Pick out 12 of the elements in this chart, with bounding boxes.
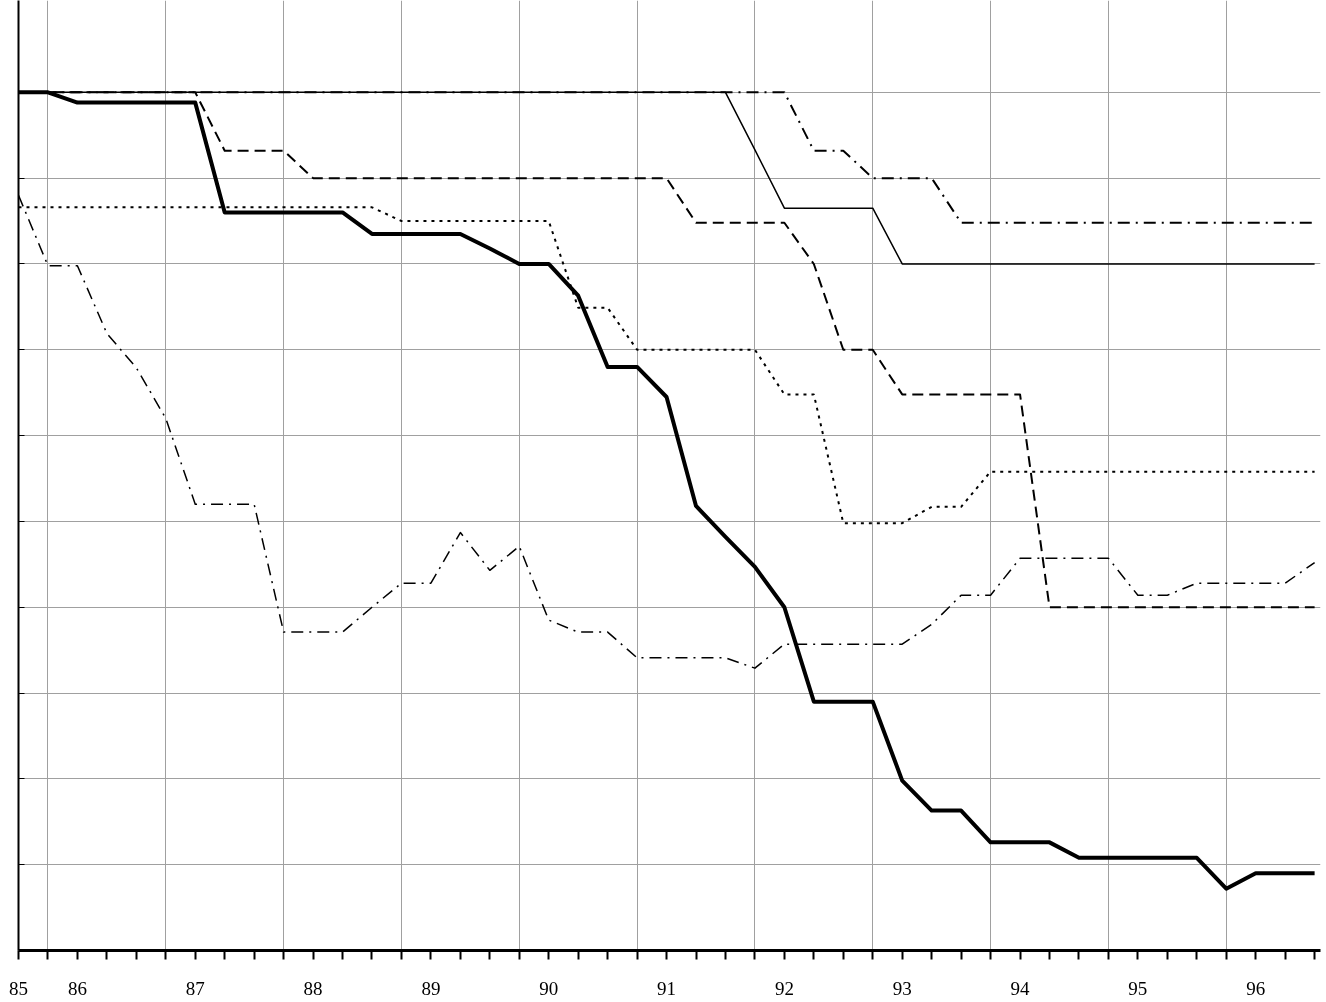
x-tick-label: 95	[1128, 977, 1148, 999]
x-tick-label: 96	[1246, 977, 1266, 999]
x-tick-label: 94	[1010, 977, 1031, 999]
x-tick-label: 86	[67, 977, 87, 999]
x-tick-label: 88	[303, 977, 323, 999]
x-tick-label: 93	[892, 977, 912, 999]
x-tick-label: 85	[9, 977, 28, 999]
x-tick-label: 91	[657, 977, 677, 999]
x-tick-label: 90	[539, 977, 559, 999]
x-tick-label: 92	[774, 977, 794, 999]
x-tick-label: 89	[421, 977, 441, 999]
x-tick-label: 87	[185, 977, 205, 999]
